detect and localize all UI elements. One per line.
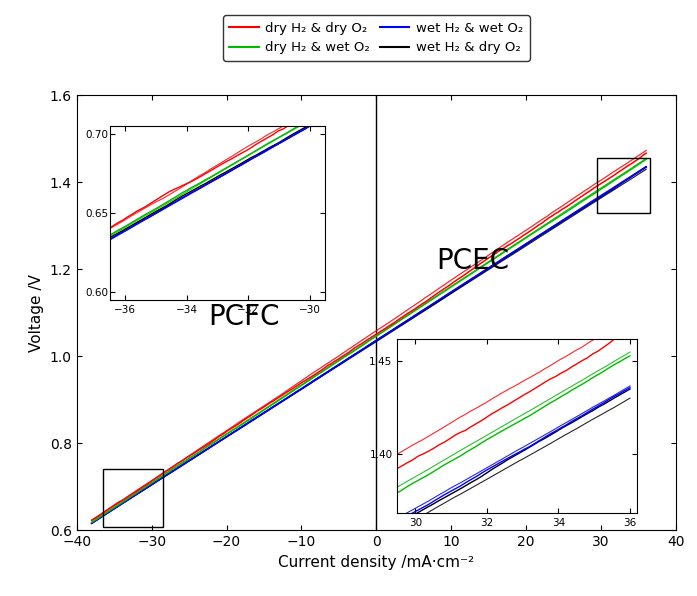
Legend: dry H₂ & dry O₂, dry H₂ & wet O₂, wet H₂ & wet O₂, wet H₂ & dry O₂: dry H₂ & dry O₂, dry H₂ & wet O₂, wet H₂… (223, 15, 530, 61)
X-axis label: Current density /mA·cm⁻²: Current density /mA·cm⁻² (278, 555, 475, 570)
Y-axis label: Voltage /V: Voltage /V (29, 274, 44, 352)
Bar (103, 468, 163, 527)
Bar (597, 159, 650, 213)
Text: PCFC: PCFC (208, 303, 280, 331)
Text: PCEC: PCEC (436, 247, 510, 275)
